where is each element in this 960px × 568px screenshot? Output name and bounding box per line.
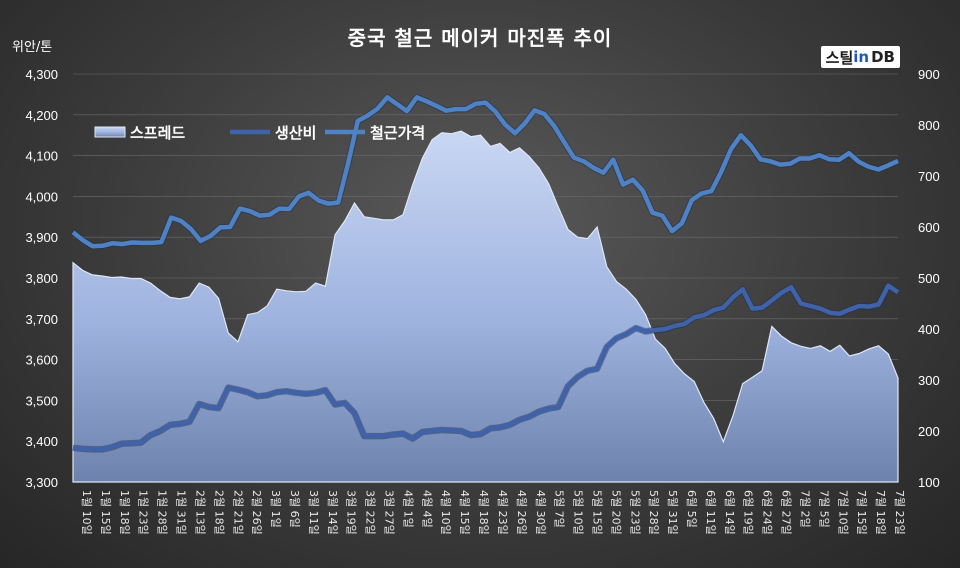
- x-tick-label: 3월 11일: [307, 490, 321, 535]
- x-tick-label: 3월 19일: [345, 490, 359, 535]
- right-tick-label: 800: [918, 118, 940, 133]
- left-tick-label: 3,300: [25, 475, 58, 490]
- logo-text-in: in: [853, 48, 870, 66]
- x-tick-label: 7월 18일: [874, 490, 888, 535]
- x-tick-label: 1월 18일: [118, 490, 132, 535]
- x-tick-label: 7월 10일: [836, 490, 850, 535]
- x-tick-label: 4월 18일: [477, 490, 491, 535]
- x-tick-label: 3월 27일: [383, 490, 397, 535]
- x-tick-label: 5월 7일: [553, 490, 567, 528]
- x-tick-label: 1월 31일: [175, 490, 189, 535]
- x-tick-label: 7월 23일: [893, 490, 907, 535]
- x-tick-label: 3월 14일: [326, 490, 340, 535]
- legend: 스프레드 생산비 철근가격: [94, 124, 425, 142]
- x-tick-label: 3월 6일: [288, 490, 302, 528]
- left-tick-label: 3,500: [25, 393, 58, 408]
- right-tick-label: 500: [918, 271, 940, 286]
- left-tick-label: 3,800: [25, 271, 58, 286]
- x-tick-label: 1월 28일: [156, 490, 170, 535]
- right-tick-label: 100: [918, 475, 940, 490]
- x-tick-label: 4월 4일: [420, 490, 434, 528]
- x-tick-label: 4월 26일: [515, 490, 529, 535]
- right-tick-label: 200: [918, 424, 940, 439]
- left-tick-label: 3,600: [25, 353, 58, 368]
- line-series-layer: [70, 94, 900, 453]
- legend-label: 생산비: [275, 124, 316, 142]
- x-tick-label: 6월 11일: [704, 490, 718, 535]
- x-tick-label: 5월 15일: [591, 490, 605, 535]
- left-tick-label: 4,200: [25, 108, 58, 123]
- logo-text-db: DB: [871, 48, 895, 66]
- left-tick-label: 4,000: [25, 189, 58, 204]
- x-tick-label: 2월 18일: [212, 490, 226, 535]
- x-tick-label: 5월 20일: [609, 490, 623, 535]
- unit-label: 위안/톤: [12, 40, 53, 55]
- right-axis-ticks: 100 200 300 400 500 600 700 800 900: [918, 67, 940, 490]
- right-tick-label: 600: [918, 220, 940, 235]
- x-tick-label: 7월 2일: [799, 490, 813, 528]
- x-tick-label: 3월 22일: [364, 490, 378, 535]
- x-tick-label: 2월 21일: [231, 490, 245, 535]
- series-line-production-cost: [72, 283, 900, 452]
- source-logo: 스틸 in DB: [820, 46, 900, 68]
- x-tick-label: 1월 15일: [99, 490, 113, 535]
- area-series-layer: [72, 130, 899, 483]
- x-tick-label: 4월 15일: [458, 490, 472, 535]
- x-tick-label: 7월 5일: [817, 490, 831, 528]
- x-tick-label: 5월 28일: [647, 490, 661, 535]
- right-tick-label: 300: [918, 373, 940, 388]
- x-tick-label: 4월 23일: [496, 490, 510, 535]
- logo-text-steel: 스틸: [825, 48, 854, 67]
- x-tick-label: 4월 10일: [439, 490, 453, 535]
- chart-title: 중국 철근 메이커 마진폭 추이: [347, 26, 613, 50]
- x-tick-label: 4월 30일: [534, 490, 548, 535]
- x-tick-label: 5월 31일: [666, 490, 680, 535]
- x-tick-label: 5월 10일: [572, 490, 586, 535]
- series-line-rebar-price: [71, 95, 899, 249]
- x-tick-label: 6월 19일: [742, 490, 756, 535]
- x-tick-label: 6월 5일: [685, 490, 699, 528]
- left-tick-label: 3,400: [25, 434, 58, 449]
- x-tick-label: 3월 1일: [269, 490, 283, 528]
- series-area-spread: [72, 130, 899, 483]
- legend-label: 스프레드: [130, 124, 185, 142]
- left-tick-label: 3,700: [25, 312, 58, 327]
- x-tick-label: 1월 23일: [137, 490, 151, 535]
- left-tick-label: 4,300: [25, 67, 58, 82]
- x-tick-label: 6월 14일: [723, 490, 737, 535]
- legend-label: 철근가격: [370, 124, 425, 142]
- left-tick-label: 3,900: [25, 230, 58, 245]
- left-axis-ticks: 3,300 3,400 3,500 3,600 3,700 3,800 3,900 4,000…: [25, 67, 58, 490]
- right-tick-label: 900: [918, 67, 940, 82]
- x-tick-label: 4월 1일: [401, 490, 415, 528]
- x-tick-label: 2월 13일: [193, 490, 207, 535]
- x-tick-label: 5월 23일: [628, 490, 642, 535]
- x-tick-label: 6월 24일: [761, 490, 775, 535]
- legend-swatch-area: [94, 126, 126, 138]
- x-axis-ticks: 1월 10일 1월 15일 1월 18일 1월 23일 1월 28일 1월 31일 2월 1…: [80, 490, 907, 535]
- right-tick-label: 700: [918, 169, 940, 184]
- x-tick-label: 6월 27일: [780, 490, 794, 535]
- left-tick-label: 4,100: [25, 149, 58, 164]
- x-tick-label: 7월 15일: [855, 490, 869, 535]
- right-tick-label: 400: [918, 322, 940, 337]
- x-tick-label: 2월 26일: [250, 490, 264, 535]
- x-tick-label: 1월 10일: [80, 490, 94, 535]
